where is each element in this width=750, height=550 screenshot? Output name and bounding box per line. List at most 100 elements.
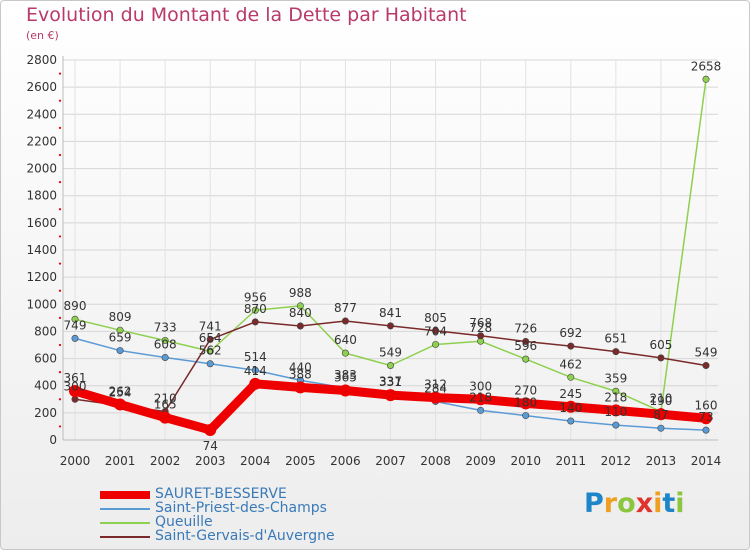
legend-swatch-queuille (100, 521, 150, 524)
data-point (251, 366, 259, 374)
logo-letter: i (675, 488, 685, 519)
data-point (567, 417, 575, 425)
data-point (477, 406, 485, 414)
data-label: 300 (469, 379, 492, 393)
data-point (609, 404, 622, 417)
data-label: 210 (649, 392, 672, 406)
y-tick-label: 1000 (26, 297, 57, 311)
data-point (612, 348, 620, 356)
data-label: 840 (289, 306, 312, 320)
data-label: 741 (199, 319, 222, 333)
x-tick-label: 2012 (601, 454, 632, 468)
legend-item-queuille: Queuille (100, 515, 213, 530)
x-tick-label: 2000 (60, 454, 91, 468)
y-minor-tick (58, 72, 62, 75)
data-label: 768 (469, 316, 492, 330)
data-label: 180 (514, 396, 537, 410)
data-point (71, 315, 79, 323)
y-minor-tick (58, 316, 62, 319)
data-label: 254 (109, 386, 132, 400)
data-label: 890 (64, 299, 87, 313)
y-minor-tick (58, 153, 62, 157)
data-label: 2658 (691, 59, 722, 73)
y-minor-tick (58, 235, 62, 238)
data-point (116, 326, 124, 334)
data-point (71, 334, 79, 342)
x-tick-label: 2006 (330, 454, 361, 468)
x-tick-label: 2004 (240, 454, 271, 468)
data-label: 704 (424, 324, 447, 338)
legend-label-saint-priest: Saint-Priest-des-Champs (155, 500, 327, 516)
data-point (564, 400, 577, 413)
logo-letter: r (603, 488, 618, 519)
logo-letter: o (617, 488, 636, 519)
data-label: 331 (379, 375, 402, 389)
data-label: 300 (64, 379, 87, 393)
legend-label-queuille: Queuille (155, 514, 213, 530)
data-label: 74 (203, 439, 218, 453)
legend-label-saint-gervais: Saint-Gervais-d'Auvergne (155, 528, 335, 544)
x-tick-label: 2011 (556, 454, 587, 468)
y-minor-tick (58, 425, 62, 428)
data-point (386, 322, 394, 330)
y-minor-tick (58, 262, 62, 265)
data-point (477, 332, 485, 340)
data-point (429, 391, 442, 404)
legend-label-sauret: SAURET-BESSERVE (155, 486, 287, 502)
data-label: 312 (424, 378, 447, 392)
legend-item-sauret: SAURET-BESSERVE (100, 487, 287, 502)
data-point (519, 397, 532, 410)
x-tick-label: 2001 (105, 454, 136, 468)
data-point (522, 355, 530, 363)
data-label: 383 (334, 368, 357, 382)
y-minor-tick (58, 181, 62, 184)
x-tick-label: 2003 (195, 454, 226, 468)
data-point (341, 349, 349, 357)
data-point (114, 398, 127, 411)
data-label: 284 (424, 381, 447, 395)
data-label: 640 (334, 333, 357, 347)
data-point (206, 360, 214, 368)
x-tick-label: 2008 (420, 454, 451, 468)
data-label: 218 (469, 390, 492, 404)
data-label: 692 (559, 326, 582, 340)
logo-letter: x (635, 488, 654, 519)
legend-swatch-sauret (100, 490, 150, 499)
legend-item-saint-gervais: Saint-Gervais-d'Auvergne (100, 529, 335, 544)
data-point (206, 347, 214, 355)
data-label: 651 (604, 332, 627, 346)
data-label: 877 (334, 301, 357, 315)
data-point (294, 381, 307, 394)
data-label: 841 (379, 306, 402, 320)
data-point (116, 347, 124, 355)
legend-swatch-saint-priest (100, 507, 150, 510)
data-label: 110 (604, 405, 627, 419)
data-label: 549 (379, 345, 402, 359)
data-label: 262 (109, 384, 132, 398)
logo-letter: P (584, 488, 604, 519)
data-point (161, 353, 169, 361)
data-point (702, 361, 710, 369)
data-point (657, 424, 665, 432)
x-tick-label: 2005 (285, 454, 316, 468)
chart-unit: (en €) (26, 29, 59, 42)
data-label: 73 (698, 410, 713, 424)
data-label: 160 (695, 398, 718, 412)
x-tick-label: 2009 (465, 454, 496, 468)
data-label: 414 (244, 364, 267, 378)
data-label: 165 (154, 398, 177, 412)
logo-letter: t (662, 488, 676, 519)
data-point (341, 317, 349, 325)
x-tick-label: 2014 (691, 454, 722, 468)
data-label: 728 (469, 321, 492, 335)
y-minor-tick (58, 208, 62, 211)
y-tick-label: 800 (34, 324, 57, 338)
legend-item-saint-priest: Saint-Priest-des-Champs (100, 501, 327, 516)
data-label: 608 (154, 337, 177, 351)
data-point (432, 340, 440, 348)
y-tick-label: 0 (49, 433, 57, 447)
data-point (69, 385, 81, 398)
data-label: 270 (514, 383, 537, 397)
x-tick-label: 2007 (375, 454, 406, 468)
data-point (206, 335, 214, 343)
